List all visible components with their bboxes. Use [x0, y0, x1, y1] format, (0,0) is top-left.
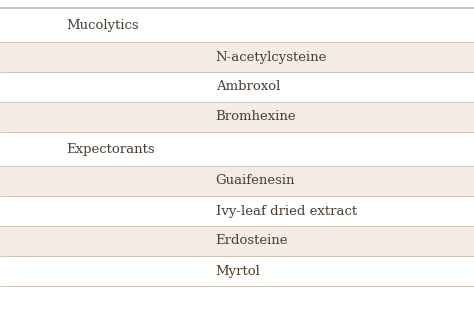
Bar [0, 42, 474, 72]
Text: Ambroxol: Ambroxol [216, 80, 280, 94]
Text: Mucolytics: Mucolytics [66, 18, 139, 32]
Bar [0, 196, 474, 226]
Bar [0, 8, 474, 42]
Text: Myrtol: Myrtol [216, 264, 261, 278]
Text: N-acetylcysteine: N-acetylcysteine [216, 50, 327, 64]
Text: Guaifenesin: Guaifenesin [216, 175, 295, 187]
Bar [0, 132, 474, 166]
Bar [0, 72, 474, 102]
Bar [0, 166, 474, 196]
Bar [0, 226, 474, 256]
Bar [0, 256, 474, 286]
Text: Expectorants: Expectorants [66, 142, 155, 156]
Text: Erdosteine: Erdosteine [216, 234, 288, 248]
Text: Ivy-leaf dried extract: Ivy-leaf dried extract [216, 204, 357, 218]
Bar [0, 102, 474, 132]
Text: Bromhexine: Bromhexine [216, 110, 296, 124]
